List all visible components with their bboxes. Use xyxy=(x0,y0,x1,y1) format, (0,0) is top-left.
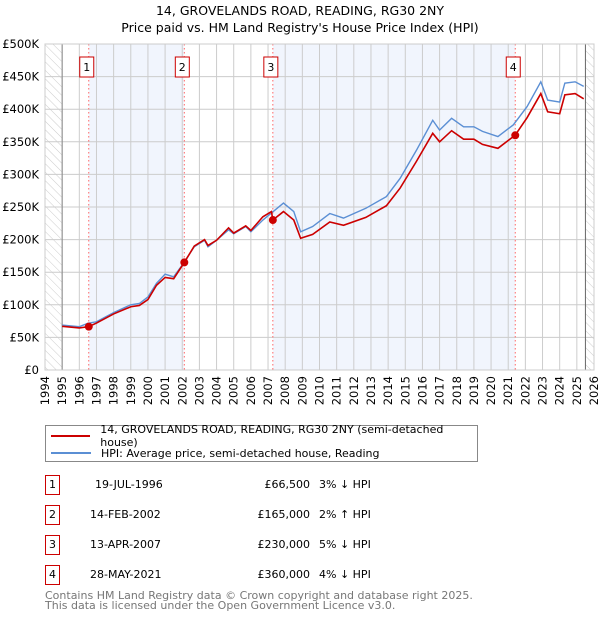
sale-label-box xyxy=(174,56,190,78)
transaction-row: 2 14-FEB-2002 £165,000 2% ↑ HPI xyxy=(45,505,465,525)
y-tick-label: £400K xyxy=(2,102,39,116)
legend-label-property: 14, GROVELANDS ROAD, READING, RG30 2NY (… xyxy=(100,423,444,449)
sale-label: 1 xyxy=(83,61,90,74)
legend: 14, GROVELANDS ROAD, READING, RG30 2NY (… xyxy=(45,423,478,462)
transaction-date: 19-JUL-1996 xyxy=(95,478,163,491)
legend-item-hpi: HPI: Average price, semi-detached house,… xyxy=(46,445,380,461)
legend-swatch-red xyxy=(51,435,91,437)
x-tick-label: 1997 xyxy=(89,376,103,405)
transaction-row: 4 28-MAY-2021 £360,000 4% ↓ HPI xyxy=(45,565,465,585)
transaction-hpi-diff: 3% ↓ HPI xyxy=(319,478,371,491)
y-tick-label: £0 xyxy=(24,363,39,377)
transaction-hpi-diff: 5% ↓ HPI xyxy=(319,538,371,551)
transaction-hpi-diff: 2% ↑ HPI xyxy=(319,508,371,521)
x-tick-label: 2026 xyxy=(587,376,600,405)
legend-label-hpi: HPI: Average price, semi-detached house,… xyxy=(101,446,380,460)
y-tick-label: £50K xyxy=(10,330,40,344)
y-tick-label: £500K xyxy=(2,37,39,51)
x-tick-label: 1999 xyxy=(124,376,138,405)
x-tick-label: 2019 xyxy=(467,376,481,405)
sale-label: 2 xyxy=(179,61,186,74)
sale-point xyxy=(84,322,93,331)
transaction-marker: 2 xyxy=(45,505,60,525)
x-tick-label: 2016 xyxy=(415,376,429,405)
transaction-row: 3 13-APR-2007 £230,000 5% ↓ HPI xyxy=(45,535,465,555)
x-tick-label: 1995 xyxy=(55,376,69,405)
transaction-row: 1 19-JUL-1996 £66,500 3% ↓ HPI xyxy=(45,475,465,495)
x-tick-label: 2012 xyxy=(347,376,361,405)
sale-point xyxy=(268,216,277,225)
footer-licence: This data is licensed under the Open Gov… xyxy=(45,599,396,612)
x-tick-label: 2008 xyxy=(278,376,292,405)
x-tick-label: 2017 xyxy=(433,376,447,405)
transaction-marker: 4 xyxy=(45,565,60,585)
y-tick-label: £250K xyxy=(2,200,39,214)
x-tick-label: 2006 xyxy=(244,376,258,405)
footer-copyright: Contains HM Land Registry data © Crown c… xyxy=(45,589,473,602)
y-tick-label: £150K xyxy=(2,265,39,279)
plot-border xyxy=(44,43,595,371)
x-tick-label: 2009 xyxy=(295,376,309,405)
x-tick-label: 2018 xyxy=(450,376,464,405)
property-price-line xyxy=(62,91,585,329)
y-tick-label: £450K xyxy=(2,70,39,84)
transaction-hpi-diff: 4% ↓ HPI xyxy=(319,568,371,581)
x-tick-label: 1996 xyxy=(72,376,86,405)
sale-point xyxy=(511,131,520,140)
transaction-date: 13-APR-2007 xyxy=(90,538,162,551)
x-tick-label: 2023 xyxy=(536,376,550,405)
legend-swatch-blue xyxy=(51,452,91,454)
hpi-line xyxy=(62,80,585,328)
transaction-date: 28-MAY-2021 xyxy=(90,568,162,581)
sale-label: 4 xyxy=(510,61,517,74)
x-tick-label: 2010 xyxy=(313,376,327,405)
x-tick-label: 2007 xyxy=(261,376,275,405)
transaction-marker: 1 xyxy=(45,475,60,495)
legend-item-property: 14, GROVELANDS ROAD, READING, RG30 2NY (… xyxy=(46,423,477,449)
x-tick-label: 2020 xyxy=(484,376,498,405)
y-tick-label: £200K xyxy=(2,233,39,247)
transaction-price: £165,000 xyxy=(257,508,311,521)
x-tick-label: 2002 xyxy=(175,376,189,405)
x-tick-label: 2022 xyxy=(518,376,532,405)
sale-point xyxy=(180,258,189,267)
x-tick-label: 2011 xyxy=(330,376,344,405)
x-tick-label: 2021 xyxy=(501,376,515,405)
transaction-price: £360,000 xyxy=(257,568,311,581)
transaction-price: £66,500 xyxy=(264,478,311,491)
price-chart: 1994 1995 1996 1997 1998 1999 2000 2001 2002 2003… xyxy=(2,37,600,405)
x-tick-label: 2005 xyxy=(227,376,241,405)
x-tick-label: 1998 xyxy=(107,376,121,405)
chart-title: 14, GROVELANDS ROAD, READING, RG30 2NY xyxy=(155,3,445,18)
sale-label: 3 xyxy=(267,61,274,74)
x-tick-label: 2015 xyxy=(398,376,412,405)
x-tick-label: 2000 xyxy=(141,376,155,405)
x-tick-label: 1994 xyxy=(38,376,52,405)
sale-label-box xyxy=(79,56,95,78)
x-tick-label: 2013 xyxy=(364,376,378,405)
y-tick-label: £300K xyxy=(2,167,39,181)
sale-label-box xyxy=(263,56,279,78)
transaction-marker: 3 xyxy=(45,535,60,555)
transaction-price: £230,000 xyxy=(257,538,311,551)
x-tick-label: 2025 xyxy=(570,376,584,405)
sale-label-box xyxy=(505,56,521,78)
y-tick-label: £350K xyxy=(2,135,39,149)
x-tick-label: 2024 xyxy=(553,376,567,405)
x-tick-label: 2003 xyxy=(192,376,206,405)
y-tick-label: £100K xyxy=(2,298,39,312)
chart-subtitle: Price paid vs. HM Land Registry's House … xyxy=(121,20,479,35)
x-tick-label: 2004 xyxy=(210,376,224,405)
transaction-date: 14-FEB-2002 xyxy=(90,508,161,521)
x-tick-label: 2001 xyxy=(158,376,172,405)
x-tick-label: 2014 xyxy=(381,376,395,405)
